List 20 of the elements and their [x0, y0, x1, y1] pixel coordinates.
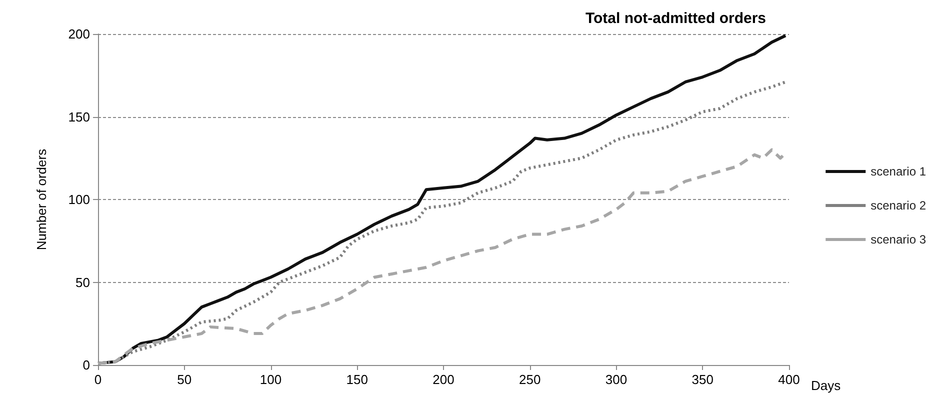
x-tick-label: 150 — [346, 372, 368, 387]
x-tick-label: 100 — [260, 372, 282, 387]
y-tick-label: 0 — [82, 358, 90, 372]
y-tick-label: 100 — [68, 192, 90, 207]
x-axis-title: Days — [811, 378, 842, 393]
x-tick-label: 250 — [519, 372, 541, 387]
x-tick-label: 0 — [94, 372, 102, 387]
y-tick-label: 50 — [76, 274, 90, 290]
y-tick-label: 150 — [68, 109, 90, 124]
y-axis-title: Number of orders — [34, 148, 49, 250]
chart-title: Total not-admitted orders — [585, 10, 766, 27]
legend-label: scenario 2 — [870, 198, 926, 212]
legend-label: scenario 3 — [870, 232, 926, 246]
legend-label: scenario 1 — [870, 164, 926, 178]
y-tick-label: 200 — [68, 26, 90, 42]
x-tick-label: 300 — [605, 372, 628, 387]
x-tick-label: 200 — [432, 372, 454, 387]
x-tick-label: 400 — [778, 372, 800, 387]
x-tick-label: 350 — [692, 372, 714, 387]
x-tick-label: 50 — [177, 372, 192, 387]
